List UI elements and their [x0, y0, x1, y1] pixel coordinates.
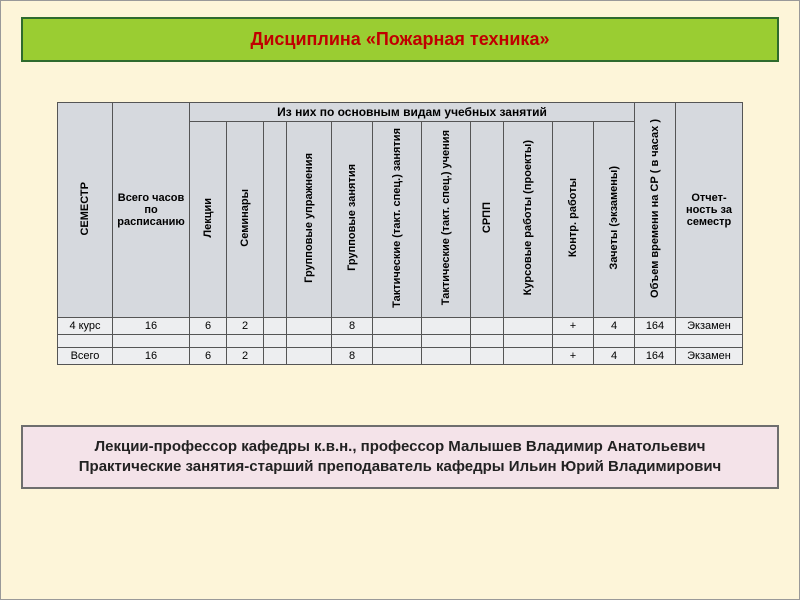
cell [471, 347, 504, 364]
col-seminars: Семинары [227, 122, 264, 318]
cell: 4 [594, 347, 635, 364]
cell: 2 [227, 317, 264, 334]
cell [58, 334, 113, 347]
cell [553, 334, 594, 347]
cell [227, 334, 264, 347]
cell [635, 334, 676, 347]
cell [422, 317, 471, 334]
col-group-header: Из них по основным видам учебных занятий [190, 103, 635, 122]
table-row: Всего 16 6 2 8 + 4 164 Экзамен [58, 347, 743, 364]
cell: 4 курс [58, 317, 113, 334]
cell [373, 317, 422, 334]
slide: Дисциплина «Пожарная техника» СЕМЕСТР Вс… [0, 0, 800, 600]
cell [471, 334, 504, 347]
cell [287, 347, 332, 364]
info-line-2: Практические занятия-старший преподавате… [37, 457, 763, 477]
cell: + [553, 347, 594, 364]
cell [264, 317, 287, 334]
col-zachet: Зачеты (экзамены) [594, 122, 635, 318]
cell: + [553, 317, 594, 334]
cell: Всего [58, 347, 113, 364]
cell [504, 317, 553, 334]
cell [504, 347, 553, 364]
cell [422, 334, 471, 347]
col-report: Отчет-ность за семестр [676, 103, 743, 318]
info-line-1: Лекции-профессор кафедры к.в.н., професс… [37, 437, 763, 457]
cell [113, 334, 190, 347]
curriculum-table: СЕМЕСТР Всего часов по расписанию Из них… [57, 102, 743, 365]
cell [422, 347, 471, 364]
col-group-ex: Групповые упражнения [287, 122, 332, 318]
cell [373, 347, 422, 364]
cell: 4 [594, 317, 635, 334]
cell: 164 [635, 347, 676, 364]
cell [504, 334, 553, 347]
cell [190, 334, 227, 347]
col-total: Всего часов по расписанию [113, 103, 190, 318]
cell: 16 [113, 317, 190, 334]
col-srpp: СРПП [471, 122, 504, 318]
cell: 164 [635, 317, 676, 334]
cell [676, 334, 743, 347]
col-sr-time: Объем времени на СР ( в часах ) [635, 103, 676, 318]
cell: 6 [190, 347, 227, 364]
col-lectures: Лекции [190, 122, 227, 318]
col-tact2: Тактические (такт. спец.) учения [422, 122, 471, 318]
cell [264, 347, 287, 364]
table-container: СЕМЕСТР Всего часов по расписанию Из них… [21, 102, 779, 365]
table-body: 4 курс 16 6 2 8 + 4 164 Экзамен [58, 317, 743, 364]
cell: 8 [332, 317, 373, 334]
cell: Экзамен [676, 347, 743, 364]
title-bar: Дисциплина «Пожарная техника» [21, 17, 779, 62]
col-semester: СЕМЕСТР [58, 103, 113, 318]
table-row: 4 курс 16 6 2 8 + 4 164 Экзамен [58, 317, 743, 334]
header-row-1: СЕМЕСТР Всего часов по расписанию Из них… [58, 103, 743, 122]
cell [287, 334, 332, 347]
col-group-cl: Групповые занятия [332, 122, 373, 318]
info-box: Лекции-профессор кафедры к.в.н., професс… [21, 425, 779, 490]
col-coursework: Курсовые работы (проекты) [504, 122, 553, 318]
cell [332, 334, 373, 347]
cell: 16 [113, 347, 190, 364]
table-row [58, 334, 743, 347]
col-blank1 [264, 122, 287, 318]
cell [471, 317, 504, 334]
col-tact1: Тактические (такт. спец.) занятия [373, 122, 422, 318]
cell [373, 334, 422, 347]
cell: 6 [190, 317, 227, 334]
cell: 2 [227, 347, 264, 364]
cell [264, 334, 287, 347]
title-text: Дисциплина «Пожарная техника» [251, 29, 550, 49]
cell: Экзамен [676, 317, 743, 334]
col-kontr: Контр. работы [553, 122, 594, 318]
cell [287, 317, 332, 334]
cell [594, 334, 635, 347]
cell: 8 [332, 347, 373, 364]
